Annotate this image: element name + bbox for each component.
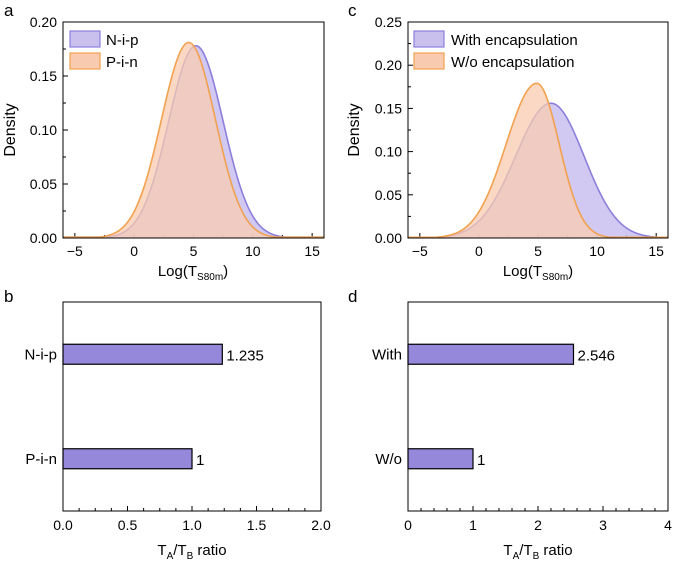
xtick-label: −5 (412, 243, 428, 259)
xlabel-b: TA/TB ratio (157, 542, 226, 561)
ytick-label: 0.20 (30, 14, 57, 30)
panel-d: d 0 1 2 3 4 With W/o 2.546 1 TA/TB ratio (348, 287, 672, 561)
xtick-label: 1.0 (182, 517, 202, 533)
xtick-label: 5 (534, 243, 542, 259)
xtick-label: 0.5 (118, 517, 138, 533)
xlabel-b-sub2: B (187, 551, 194, 561)
density-fill-series2 (63, 42, 324, 238)
xlabel-b-mid: /T (173, 542, 186, 559)
ytick-label: 0.10 (30, 122, 57, 138)
bar-value-label: 2.546 (577, 347, 615, 364)
bar-n-i-p (62, 343, 223, 365)
bar-p-i-n (62, 448, 193, 470)
xtick-label: 4 (664, 517, 672, 533)
category-label: W/o (375, 451, 402, 468)
xlabel-c: Log(TS80m) (503, 263, 573, 283)
xtick-label: 3 (599, 517, 607, 533)
xtick-label: 0.0 (53, 517, 73, 533)
xtick-label: 15 (648, 243, 664, 259)
legend-label-with: With encapsulation (451, 32, 578, 49)
panel-label-c: c (348, 1, 357, 20)
xlabel-c-main: Log(T (503, 263, 542, 280)
panel-label-d: d (348, 287, 357, 306)
xtick-label: 0 (475, 243, 483, 259)
xlabel-c-sub: S80m (542, 272, 568, 283)
xlabel-d-mid: /T (519, 542, 532, 559)
legend-c: With encapsulation W/o encapsulation (413, 30, 578, 71)
axis-frame-c (407, 21, 669, 239)
legend-label-pin: P-i-n (106, 54, 138, 71)
ytick-label: 0.00 (375, 230, 402, 246)
axis-frame-a (62, 21, 325, 239)
density-line-series2 (63, 41, 324, 238)
bar-w-o (407, 448, 474, 470)
axis-ticks-d: 0 1 2 3 4 With W/o (372, 346, 672, 533)
plot-area-c (408, 82, 668, 239)
ytick-label: 0.05 (375, 187, 402, 203)
xtick-label: 10 (589, 243, 605, 259)
legend-a: N-i-p P-i-n (69, 30, 139, 71)
ytick-label: 0.00 (30, 230, 57, 246)
xlabel-a-sub: S80m (197, 272, 223, 283)
plot-area-b: 1.235 1 (62, 343, 264, 470)
xtick-label: 2.0 (311, 517, 331, 533)
xlabel-a-close: ) (223, 263, 228, 280)
xlabel-d: TA/TB ratio (503, 542, 572, 561)
panel-b: b 0.0 0.5 1.0 1.5 2.0 N-i-p P-i-n 1.235 1 TA/TB… (4, 287, 331, 561)
xtick-label: 1.5 (247, 517, 267, 533)
panel-a: a Density 0.00 0.05 0.10 0.15 0.20 −5 0 5 10 15 N… (2, 1, 325, 283)
axis-frame-b (62, 301, 322, 512)
xtick-label: 15 (304, 243, 320, 259)
bar-value-label: 1 (196, 452, 204, 469)
plot-area-a (63, 41, 324, 239)
plot-area-d: 2.546 1 (407, 343, 615, 470)
ylabel-a: Density (2, 103, 19, 156)
legend-swatch-with (413, 30, 445, 48)
ylabel-c: Density (346, 103, 363, 156)
xtick-label: 1 (469, 517, 477, 533)
xlabel-b-tail: ratio (193, 542, 226, 559)
panel-label-a: a (4, 1, 14, 20)
xlabel-c-close: ) (568, 263, 573, 280)
xlabel-d-sub2: B (533, 551, 540, 561)
legend-label-wo: W/o encapsulation (451, 54, 574, 71)
xtick-label: 10 (245, 243, 261, 259)
panel-c: c Density 0.00 0.05 0.10 0.15 0.20 0.25 −5 0 5 10… (346, 1, 669, 283)
xlabel-b-main: T (157, 542, 166, 559)
axis-ticks-b: 0.0 0.5 1.0 1.5 2.0 N-i-p P-i-n (25, 346, 331, 533)
bar-value-label: 1.235 (226, 347, 264, 364)
xtick-label: 2 (534, 517, 542, 533)
axis-ticks-c: 0.00 0.05 0.10 0.15 0.20 0.25 −5 0 5 10 15 (375, 14, 664, 259)
ytick-label: 0.10 (375, 144, 402, 160)
bar-value-label: 1 (477, 452, 485, 469)
xlabel-d-main: T (503, 542, 512, 559)
xlabel-b-sub1: A (167, 551, 174, 561)
ytick-label: 0.15 (375, 100, 402, 116)
density-fill-series2 (408, 83, 668, 238)
ytick-label: 0.15 (30, 68, 57, 84)
axis-frame-d (407, 301, 669, 512)
density-line-series2 (408, 82, 668, 239)
category-label: P-i-n (25, 451, 57, 468)
panel-label-b: b (4, 287, 13, 306)
category-label: With (372, 346, 402, 363)
category-label: N-i-p (25, 346, 58, 363)
legend-swatch-wo (413, 52, 445, 70)
xtick-label: 0 (404, 517, 412, 533)
legend-swatch-nip (69, 30, 101, 48)
xlabel-d-sub1: A (513, 551, 520, 561)
xtick-label: 5 (190, 243, 198, 259)
xlabel-d-tail: ratio (539, 542, 572, 559)
bar-with (407, 343, 575, 365)
ytick-label: 0.25 (375, 14, 402, 30)
xtick-label: 0 (130, 243, 138, 259)
ytick-label: 0.05 (30, 176, 57, 192)
xtick-label: −5 (67, 243, 83, 259)
legend-label-nip: N-i-p (106, 32, 139, 49)
xlabel-a: Log(TS80m) (158, 263, 228, 283)
ytick-label: 0.20 (375, 57, 402, 73)
xlabel-a-main: Log(T (158, 263, 197, 280)
legend-swatch-pin (69, 52, 101, 70)
